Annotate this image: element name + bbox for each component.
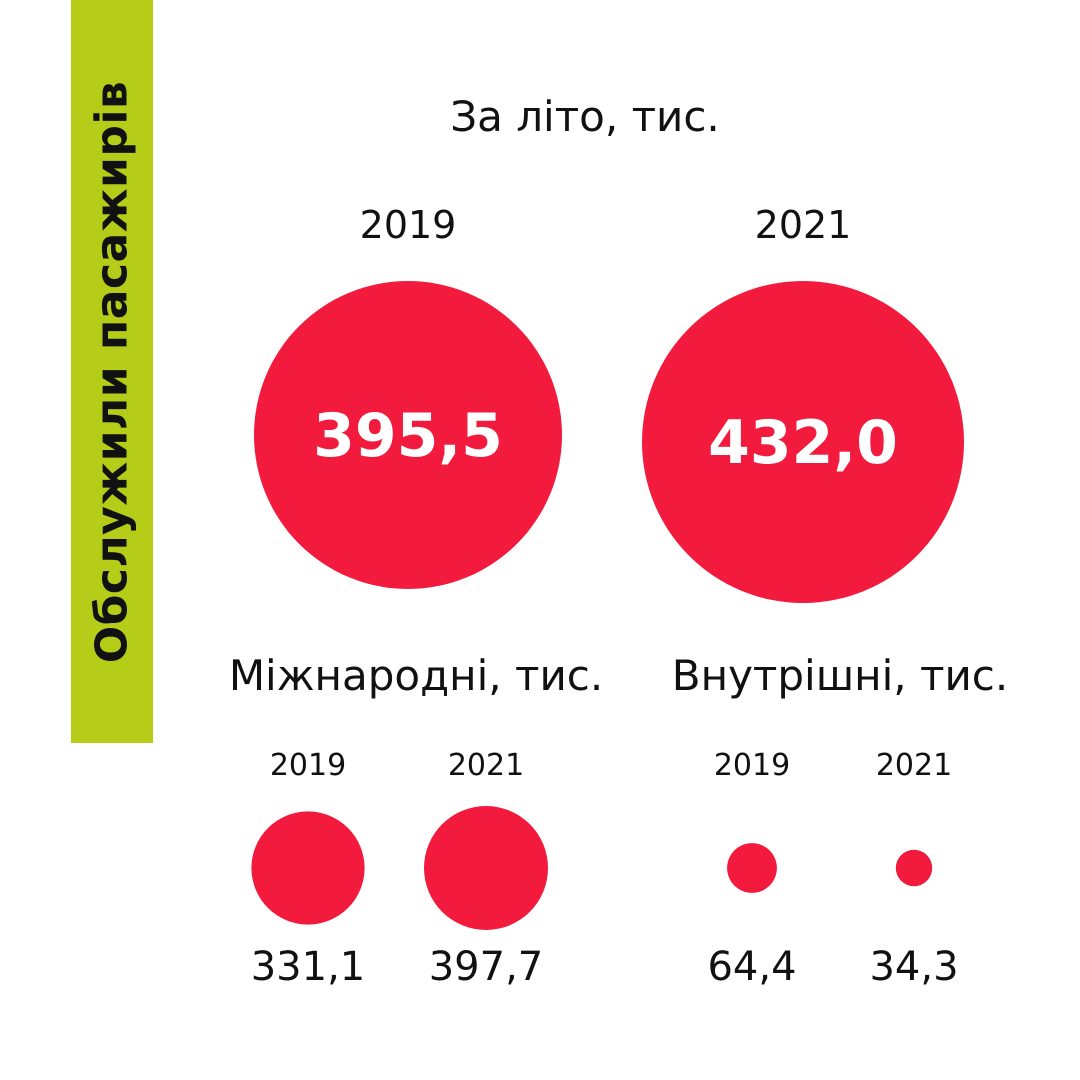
group-1-year-label-2019: 2019 <box>270 748 346 783</box>
group-label-1: Міжнародні, тис. <box>229 651 603 700</box>
group-1-bubble-2021 <box>424 806 548 930</box>
group-2-value-label-2019: 64,4 <box>707 944 796 990</box>
group-1-year-label-2021: 2021 <box>448 748 524 783</box>
total-year-label-2021: 2021 <box>755 203 852 247</box>
group-2-value-label-2021: 34,3 <box>869 944 958 990</box>
group-1-value-label-2021: 397,7 <box>429 944 544 990</box>
group-2-year-label-2021: 2021 <box>876 748 952 783</box>
total-value-label-2019: 395,5 <box>313 401 503 471</box>
group-2-year-label-2019: 2019 <box>714 748 790 783</box>
group-2-bubble-2021 <box>895 849 933 887</box>
group-label-2: Внутрішні, тис. <box>672 651 1008 700</box>
chart-title: За літо, тис. <box>450 92 720 141</box>
side-band <box>71 0 153 743</box>
group-1-bubble-2019 <box>251 811 365 925</box>
total-value-label-2021: 432,0 <box>708 408 898 478</box>
total-year-label-2019: 2019 <box>360 203 457 247</box>
group-2-bubble-2019 <box>727 843 777 893</box>
group-1-value-label-2019: 331,1 <box>251 944 366 990</box>
total-bubble-2019 <box>254 281 562 589</box>
total-bubble-2021 <box>642 281 964 603</box>
